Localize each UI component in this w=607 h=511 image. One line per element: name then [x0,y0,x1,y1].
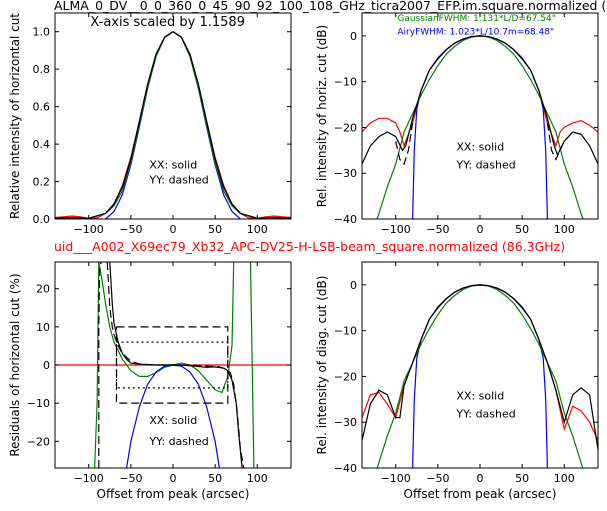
y-axis-label: Relative intensity of horizontal cut [8,13,22,219]
y-tick-label: −10 [27,397,50,410]
figure-title-top: ALMA_0_DV__0_0_360_0_45_90_92_100_108_GH… [54,0,607,13]
series-line-2 [105,30,241,219]
series-line-6 [546,122,582,161]
series-line-4 [362,284,598,450]
x-tick-label: 0 [170,223,177,236]
series-group [362,284,598,468]
plot-frame [361,12,599,220]
annotation-text: X-axis scaled by 1.1589 [90,15,245,30]
series-group [55,30,291,219]
figure-title-middle: uid___A002_X69ec79_Xb32_APC-DV25-H-LSB-b… [54,239,566,254]
x-tick-label: −100 [74,472,104,485]
x-tick-label: 0 [170,472,177,485]
annotation-text: XX: solid [149,158,197,171]
x-tick-label: 0 [477,223,484,236]
series-line-9 [115,326,229,404]
annotation-text: YY: dashed [148,173,208,186]
series-line-8 [106,262,245,468]
annotation-text: AiryFWHM: 1.023*L/10.7m=68.48" [397,28,554,38]
x-tick-label: −100 [74,223,104,236]
plot-frame [54,12,292,220]
y-tick-label: 0.0 [33,213,51,226]
series-line-3 [55,30,291,219]
y-tick-label: −30 [334,416,357,429]
y-axis-label: Rel. intensity of horiz. cut (dB) [315,25,329,207]
series-line-3 [376,35,584,219]
x-tick-label: 100 [554,223,575,236]
x-axis-label: Offset from peak (arcsec) [404,487,557,501]
annotation-text: YY: dashed [455,408,515,421]
series-group [362,35,598,219]
y-tick-label: −20 [334,370,357,383]
series-group [55,262,291,468]
x-axis-label: Offset from peak (arcsec) [97,487,250,501]
y-tick-label: −20 [27,435,50,448]
x-tick-label: 50 [208,223,222,236]
y-axis-label: Residuals of horizontal cut (%) [8,273,22,456]
annotation-text: YY: dashed [148,435,208,448]
series-line-5 [55,30,291,219]
y-tick-label: −10 [334,76,357,89]
y-tick-label: 0 [350,279,357,292]
y-tick-label: 1.0 [33,26,51,39]
y-tick-label: 20 [36,283,50,296]
series-line-3 [94,262,100,468]
series-line-2 [412,35,548,219]
y-tick-label: −10 [334,325,357,338]
y-tick-label: −20 [334,121,357,134]
series-line-2 [98,262,235,394]
plot-frame [361,261,599,469]
y-tick-label: −40 [334,213,357,226]
y-tick-label: 0.8 [33,63,51,76]
x-tick-label: −50 [426,472,449,485]
x-tick-label: 100 [554,472,575,485]
x-tick-label: −50 [119,472,142,485]
y-tick-label: 10 [36,321,50,334]
series-line-5 [395,122,414,166]
series-line-4 [55,30,291,219]
annotation-text: XX: solid [456,140,504,153]
series-line-1 [362,35,598,148]
x-tick-label: 100 [247,223,268,236]
x-tick-label: −100 [381,472,411,485]
y-tick-label: 0.6 [33,101,51,114]
x-tick-label: −50 [119,223,142,236]
x-tick-label: 50 [208,472,222,485]
series-line-1 [55,30,291,219]
series-line-2 [412,284,548,468]
series-line-4 [249,262,255,468]
y-axis-label: Rel. intensity of diag. cut (dB) [315,276,329,455]
y-tick-label: 0 [350,30,357,43]
annotation-text: XX: solid [456,389,504,402]
annotation-text: YY: dashed [455,159,515,172]
x-tick-label: −50 [426,223,449,236]
y-tick-label: 0.4 [33,138,51,151]
x-tick-label: −100 [381,223,411,236]
y-tick-label: 0.2 [33,176,51,189]
annotation-text: XX: solid [149,414,197,427]
x-tick-label: 100 [247,472,268,485]
x-tick-label: 0 [477,472,484,485]
x-tick-label: 50 [515,472,529,485]
y-tick-label: −40 [334,462,357,475]
x-tick-label: 50 [515,223,529,236]
chart-panel-tl: −100 −50 0 50 100 0.0 0.2 0.4 0.6 0.8 1.0 Relative … [8,12,292,236]
annotation-text: GaussianFWHM: 1.131*L/D=67.54" [397,14,555,24]
series-line-7 [98,262,102,468]
y-tick-label: 0 [43,359,50,372]
y-tick-label: −30 [334,167,357,180]
